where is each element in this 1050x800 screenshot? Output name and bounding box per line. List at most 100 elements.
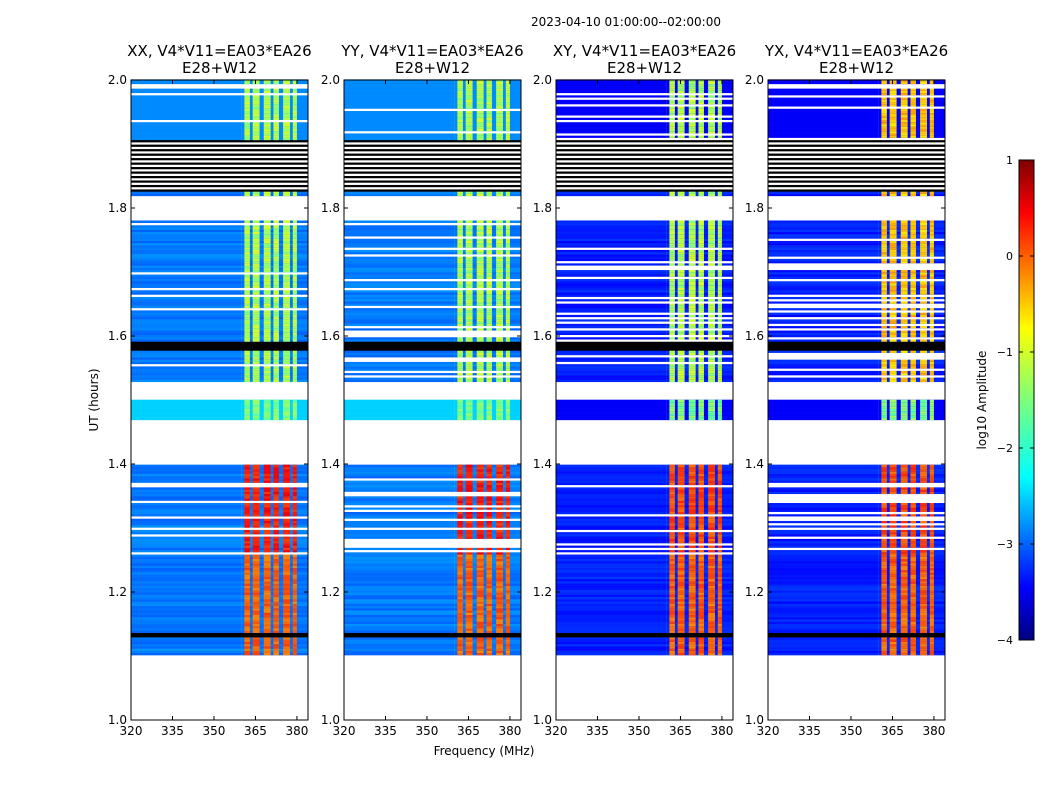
rfi-cell bbox=[717, 245, 722, 248]
rfi-cell bbox=[688, 516, 696, 519]
rfi-cell bbox=[708, 101, 716, 105]
rfi-cell bbox=[929, 549, 934, 553]
rfi-cell bbox=[889, 648, 897, 651]
rfi-cell bbox=[263, 596, 271, 600]
rfi-cell bbox=[283, 641, 291, 645]
rfi-cell bbox=[688, 473, 696, 477]
rfi-cell bbox=[283, 251, 291, 255]
background-cell bbox=[344, 646, 455, 649]
rfi-cell bbox=[698, 587, 704, 591]
rfi-cell bbox=[900, 639, 908, 642]
rfi-cell bbox=[708, 590, 716, 593]
background-cell bbox=[344, 86, 455, 89]
rfi-cell bbox=[505, 88, 510, 91]
rfi-cell bbox=[244, 99, 250, 103]
rfi-cell bbox=[457, 377, 463, 380]
rfi-cell bbox=[486, 191, 492, 194]
rfi-cell bbox=[283, 121, 291, 125]
rfi-cell bbox=[263, 525, 271, 528]
rfi-cell bbox=[263, 106, 271, 109]
rfi-cell bbox=[677, 263, 685, 266]
background-cell bbox=[556, 525, 667, 528]
rfi-cell bbox=[292, 581, 297, 584]
rfi-cell bbox=[496, 531, 504, 535]
rfi-cell bbox=[244, 554, 250, 557]
rfi-cell bbox=[457, 101, 463, 105]
background-cell bbox=[768, 605, 879, 609]
rfi-cell bbox=[889, 639, 897, 642]
rfi-cell bbox=[283, 504, 291, 508]
rfi-cell bbox=[688, 603, 696, 607]
background-cell bbox=[556, 621, 667, 624]
rfi-cell bbox=[496, 563, 504, 566]
background-cell bbox=[556, 563, 667, 566]
rfi-cell bbox=[244, 547, 250, 551]
rfi-cell bbox=[708, 650, 716, 654]
rfi-cell bbox=[457, 265, 463, 268]
rfi-cell bbox=[505, 310, 510, 313]
rfi-cell bbox=[457, 583, 463, 586]
rfi-cell bbox=[688, 592, 696, 595]
rfi-cell bbox=[273, 231, 279, 235]
rfi-cell bbox=[688, 507, 696, 510]
rfi-cell bbox=[717, 350, 722, 353]
rfi-cell bbox=[505, 594, 510, 598]
rfi-cell bbox=[889, 581, 897, 584]
rfi-cell bbox=[244, 572, 250, 575]
rfi-cell bbox=[669, 475, 675, 479]
rfi-cell bbox=[496, 319, 504, 322]
rfi-cell bbox=[910, 379, 916, 383]
flagged-row bbox=[344, 157, 521, 161]
rfi-cell bbox=[486, 101, 492, 105]
background-cell bbox=[131, 529, 242, 533]
background-cell bbox=[344, 233, 455, 237]
rfi-cell bbox=[273, 406, 279, 409]
rfi-cell bbox=[920, 630, 928, 633]
rfi-cell bbox=[476, 352, 484, 356]
rfi-cell bbox=[252, 256, 260, 259]
rfi-cell bbox=[244, 489, 250, 492]
y-tick-label: 1.0 bbox=[108, 713, 127, 727]
rfi-cell bbox=[677, 269, 685, 273]
rfi-cell bbox=[688, 560, 696, 564]
rfi-cell bbox=[688, 545, 696, 548]
flagged-row bbox=[131, 307, 308, 311]
rfi-cell bbox=[698, 415, 704, 418]
rfi-cell bbox=[263, 375, 271, 378]
rfi-cell bbox=[244, 334, 250, 338]
rfi-cell bbox=[476, 471, 484, 474]
rfi-cell bbox=[496, 314, 504, 318]
rfi-cell bbox=[688, 556, 696, 560]
rfi-cell bbox=[698, 538, 704, 542]
rfi-cell bbox=[244, 370, 250, 374]
rfi-cell bbox=[708, 289, 716, 293]
rfi-cell bbox=[910, 531, 916, 535]
rfi-cell bbox=[708, 601, 716, 604]
rfi-cell bbox=[465, 536, 473, 539]
rfi-cell bbox=[465, 596, 473, 600]
rfi-cell bbox=[476, 612, 484, 616]
flagged-row bbox=[344, 370, 521, 374]
rfi-cell bbox=[244, 531, 250, 535]
rfi-cell bbox=[717, 404, 722, 407]
rfi-cell bbox=[717, 610, 722, 613]
background-cell bbox=[344, 354, 455, 358]
rfi-cell bbox=[476, 336, 484, 340]
rfi-cell bbox=[688, 368, 696, 371]
rfi-cell bbox=[881, 534, 887, 537]
background-cell bbox=[131, 292, 242, 295]
background-cell bbox=[131, 605, 242, 609]
rfi-cell bbox=[688, 191, 696, 194]
rfi-cell bbox=[252, 567, 260, 571]
rfi-cell bbox=[900, 513, 908, 517]
flagged-row bbox=[768, 328, 945, 331]
rfi-cell bbox=[920, 574, 928, 577]
rfi-cell bbox=[273, 289, 279, 293]
background-cell bbox=[556, 641, 667, 645]
rfi-cell bbox=[717, 612, 722, 616]
rfi-cell bbox=[273, 478, 279, 481]
rfi-cell bbox=[283, 81, 291, 85]
background-cell bbox=[768, 406, 879, 409]
rfi-cell bbox=[283, 473, 291, 477]
